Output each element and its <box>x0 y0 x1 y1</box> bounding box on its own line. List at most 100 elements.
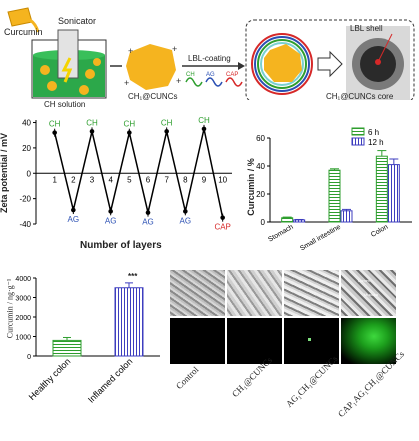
scheme-panel: + + + + <box>0 0 419 109</box>
legend-cap: CAP <box>226 72 239 78</box>
curcumin-cup-icon <box>7 7 40 33</box>
zeta-point-label: AG <box>105 216 117 225</box>
zeta-point-label: AG <box>68 215 80 224</box>
release-legend-swatch <box>351 127 365 136</box>
brightfield-control <box>170 270 225 316</box>
tissue-category-label: Healthy colon <box>27 356 73 402</box>
scheme-drawing: + + + + <box>7 7 415 103</box>
release-bar <box>328 169 341 223</box>
tissue-chart: 0 1000 2000 3000 4000 Healthy colon Inflamed c… <box>15 276 160 405</box>
zeta-x-tick-label: 4 <box>108 175 113 184</box>
brightfield-ag <box>284 270 339 316</box>
release-bar <box>293 219 306 223</box>
mucosa-label: Mucosa <box>364 292 379 297</box>
zeta-point <box>201 126 207 132</box>
zeta-x-tick-label: 10 <box>218 175 227 184</box>
zeta-point-label: AG <box>180 216 192 225</box>
release-category-label: Small intestine <box>299 224 342 253</box>
release-legend-label: 12 h <box>368 138 384 147</box>
tem-image-icon <box>346 26 410 100</box>
zeta-x-tick-label: 3 <box>90 175 95 184</box>
zeta-x-tick-label: 2 <box>71 175 76 184</box>
zeta-point-label: CAP <box>214 223 230 232</box>
zeta-point <box>220 215 225 220</box>
zeta-point-label: CH <box>124 120 136 129</box>
coated-particle-icon <box>251 33 313 95</box>
cunc-particle-icon: + + + + <box>124 44 181 90</box>
fluorescence-control <box>170 318 225 364</box>
zeta-x-tick-label: 7 <box>164 175 169 184</box>
curcumin-label: Curcumin <box>4 27 43 37</box>
release-y-tick-label: 60 <box>256 134 265 143</box>
zeta-x-tick-label: 5 <box>127 175 132 184</box>
zeta-point-label: CH <box>49 120 61 129</box>
tissue-y-tick-label: 2000 <box>15 315 31 322</box>
zeta-point-label: AG <box>142 218 154 227</box>
zeta-x-tick-label: 1 <box>52 175 57 184</box>
zeta-point-label: CH <box>161 118 173 127</box>
shell-label: LBL shell <box>350 24 383 33</box>
release-category-label: Stomach <box>267 224 295 244</box>
svg-text:+: + <box>172 44 177 54</box>
fluorescence-ag <box>284 318 339 364</box>
zeta-x-tick-label: 8 <box>183 175 188 184</box>
tissue-y-tick-label: 1000 <box>15 335 31 342</box>
zeta-point-label: CH <box>198 116 210 125</box>
release-bar <box>387 164 400 223</box>
svg-text:+: + <box>176 76 181 86</box>
ch-solution-label: CH solution <box>44 100 86 109</box>
release-ylabel: Curcumin / % <box>245 158 256 216</box>
fluorescence-ch <box>227 318 282 364</box>
hollow-arrow-icon <box>317 50 343 78</box>
fluorescence-spot <box>308 338 311 341</box>
beaker-icon <box>31 29 107 99</box>
release-bar <box>375 155 388 223</box>
zeta-point <box>183 209 188 214</box>
brightfield-ch <box>227 270 282 316</box>
release-chart-panel: 0 20 40 60 Stomach Small intestine Colon 6 h 12 … <box>240 124 419 264</box>
zeta-x-tick-label: 9 <box>202 175 207 184</box>
zeta-ylabel: Zeta potential / mV <box>0 132 10 214</box>
lbl-arrow-icon <box>182 62 245 87</box>
tissue-significance: *** <box>128 272 138 281</box>
sonicator-label: Sonicator <box>58 16 97 26</box>
microscopy-panel: Lumen Mucosa Control CH₁@CUNCs AG₁CH₁@CU… <box>170 270 419 437</box>
fluorescence-cap <box>341 318 396 364</box>
release-legend-swatch <box>351 137 365 146</box>
lumen-label: Lumen <box>358 278 371 283</box>
zeta-y-tick-label: 20 <box>22 144 31 153</box>
release-bar <box>340 210 353 223</box>
zeta-y-tick-label: -20 <box>19 195 31 204</box>
release-y-tick-label: 0 <box>261 218 266 227</box>
release-y-tick-label: 20 <box>256 190 265 199</box>
tissue-chart-panel: 0 1000 2000 3000 4000 Healthy colon Inflamed c… <box>0 268 170 436</box>
release-chart: 0 20 40 60 Stomach Small intestine Colon 6 h12 … <box>256 127 412 253</box>
svg-text:+: + <box>124 78 129 88</box>
release-category-label: Colon <box>370 224 389 239</box>
release-y-tick-label: 40 <box>256 162 265 171</box>
zeta-y-tick-label: 0 <box>27 169 32 178</box>
zeta-point <box>145 210 151 215</box>
zeta-chart-panel: 40 20 0 -20 -40 1 CH 2 AG 3 CH 4 AG 5 CH 6 AG 7 CH 8 AG 9 CH 10… <box>0 112 240 262</box>
legend-ag: AG <box>206 72 215 78</box>
tissue-bar <box>52 339 82 357</box>
cunc-label: CH₁@CUNCs <box>128 92 178 101</box>
zeta-point <box>164 129 169 134</box>
zeta-series-line <box>53 128 224 218</box>
lbl-coating-label: LBL-coating <box>188 54 231 63</box>
tissue-y-tick-label: 0 <box>27 354 31 361</box>
shell-box <box>245 19 415 103</box>
tissue-bar <box>114 287 144 357</box>
zeta-point <box>108 209 113 214</box>
release-legend-label: 6 h <box>368 128 379 137</box>
tissue-y-tick-label: 3000 <box>15 296 31 303</box>
release-bar <box>281 217 294 223</box>
zeta-y-tick-label: -40 <box>19 220 31 229</box>
legend-ch: CH <box>186 72 195 78</box>
group-label-control: Control <box>174 364 201 392</box>
zeta-x-tick-label: 6 <box>146 175 151 184</box>
tissue-ylabel: Curcumin / ng·g⁻¹ <box>5 278 15 339</box>
tissue-y-tick-label: 4000 <box>15 276 31 283</box>
svg-text:+: + <box>128 46 133 56</box>
zeta-chart: 40 20 0 -20 -40 1 CH 2 AG 3 CH 4 AG 5 CH 6 AG 7 CH 8 AG 9 CH 10… <box>19 116 232 232</box>
